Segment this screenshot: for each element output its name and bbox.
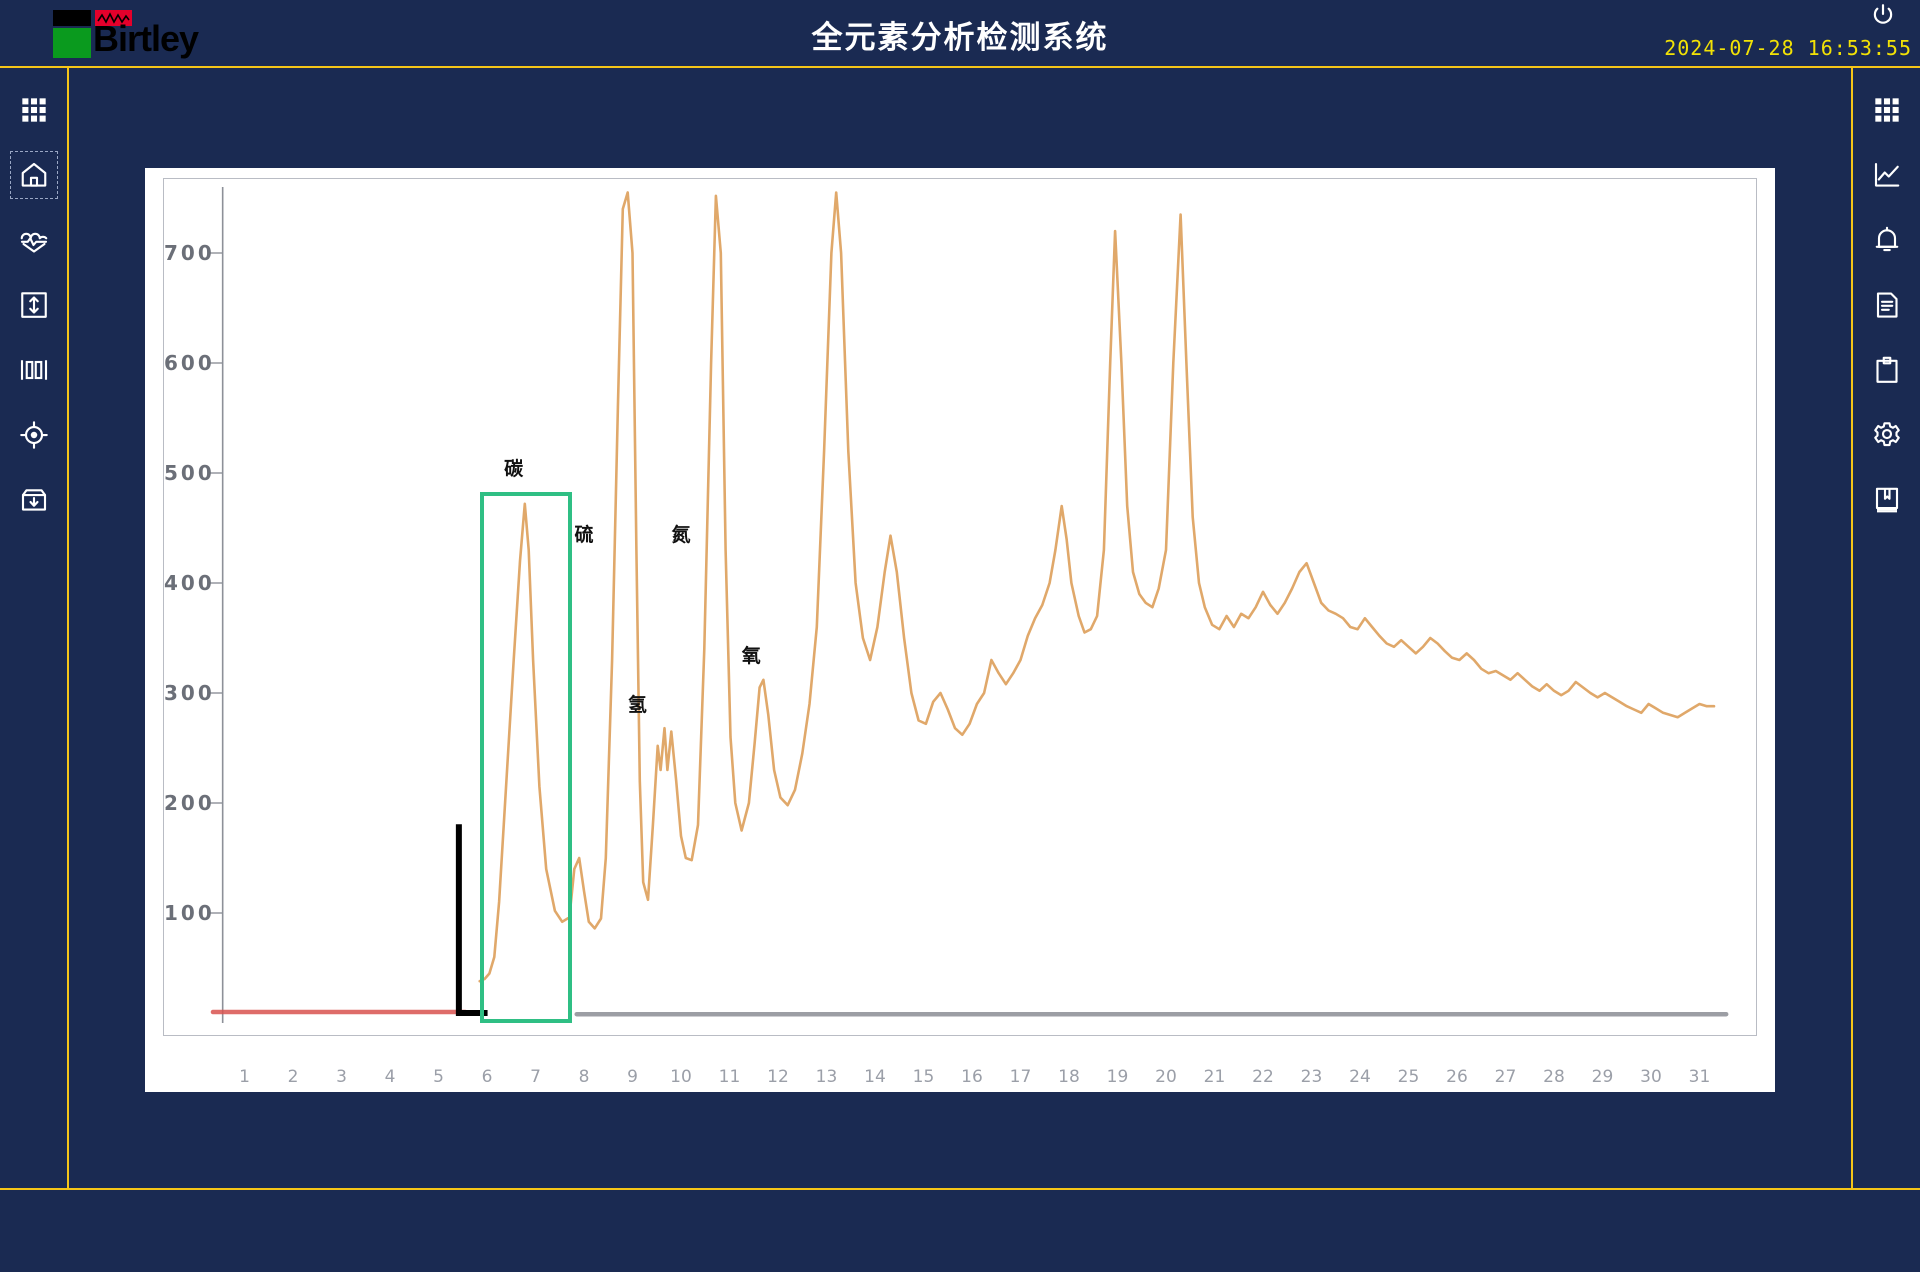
- y-axis-tick-label: 200: [164, 791, 215, 815]
- y-axis-tick-label: 300: [164, 681, 215, 705]
- plot-area[interactable]: 100 200 300 400 500 600 700 1 2 3 4 5 6 7 8 9 10 11 12 13 14…: [164, 179, 1756, 1087]
- app-header: Birtley 全元素分析检测系统 2024-07-28 16:53:55: [0, 0, 1920, 68]
- sidebar-item-archive[interactable]: [10, 476, 58, 524]
- clipboard-icon: [1872, 355, 1902, 385]
- bell-icon: [1872, 225, 1902, 255]
- x-axis-tick-label: 25: [1397, 1067, 1420, 1087]
- plot-frame[interactable]: 100 200 300 400 500 600 700 1 2 3 4 5 6 7 8 9 10 11 12 13 14…: [163, 178, 1757, 1087]
- x-axis-tick-label: 6: [481, 1067, 493, 1087]
- sidebar-item-trend[interactable]: [1863, 151, 1911, 199]
- sidebar-item-spectrum[interactable]: [10, 346, 58, 394]
- sidebar-item-manual[interactable]: [1863, 476, 1911, 524]
- logo-black-square: [53, 10, 91, 26]
- sidebar-item-monitor[interactable]: [10, 216, 58, 264]
- sidebar-item-alarm[interactable]: [1863, 216, 1911, 264]
- line-chart-icon: [1872, 160, 1902, 190]
- x-axis-tick-label: 29: [1591, 1067, 1614, 1087]
- bar-columns-icon: [19, 355, 49, 385]
- x-axis-tick-label: 21: [1203, 1067, 1226, 1087]
- peak-annotation-sulfur: 硫: [574, 523, 594, 546]
- x-axis-tick-label: 14: [864, 1067, 886, 1087]
- logo-red-waveform-square: [95, 10, 132, 26]
- pulse-heartbeat-icon: [19, 225, 49, 255]
- logo-green-square: [53, 28, 91, 58]
- power-icon[interactable]: [1870, 2, 1896, 28]
- x-axis-tick-label: 4: [384, 1067, 396, 1087]
- peak-annotation-nitrogen: 氮: [671, 523, 691, 546]
- left-sidebar: [0, 68, 67, 1188]
- x-axis-tick-label: 17: [1009, 1067, 1032, 1087]
- frame-line-left: [67, 66, 69, 1190]
- x-axis-tick-label: 9: [627, 1067, 638, 1087]
- sidebar-item-home[interactable]: [9, 151, 58, 199]
- x-axis-tick-label: 22: [1252, 1067, 1274, 1087]
- logo-wordmark: Birtley: [93, 18, 199, 59]
- sidebar-item-apps[interactable]: [10, 86, 58, 134]
- home-icon: [19, 160, 49, 190]
- x-axis-tick-label: 11: [718, 1067, 741, 1087]
- y-axis-tick-label: 600: [164, 351, 215, 375]
- document-icon: [1872, 290, 1902, 320]
- x-axis-tick-label: 26: [1446, 1067, 1468, 1087]
- x-axis-tick-label: 10: [670, 1067, 692, 1087]
- peak-annotation-hydrogen: 氢: [627, 694, 647, 716]
- sidebar-item-document[interactable]: [1863, 281, 1911, 329]
- x-axis-tick-label: 20: [1155, 1067, 1177, 1087]
- x-axis-tick-label: 28: [1543, 1067, 1565, 1087]
- sidebar-item-locate[interactable]: [10, 411, 58, 459]
- sidebar-item-calibrate[interactable]: [10, 281, 58, 329]
- x-axis-tick-label: 16: [961, 1067, 983, 1087]
- book-bookmark-icon: [1872, 485, 1902, 515]
- x-axis-tick-label: 13: [815, 1067, 838, 1087]
- peak-annotation-oxygen: 氧: [741, 644, 761, 667]
- x-axis-tick-label: 15: [912, 1067, 935, 1087]
- frame-line-top: [0, 66, 1920, 68]
- x-axis-tick-label: 31: [1688, 1067, 1711, 1087]
- x-axis-tick-label: 12: [767, 1067, 789, 1087]
- x-axis-tick-label: 5: [433, 1067, 444, 1087]
- y-axis-tick-label: 500: [164, 461, 215, 485]
- y-axis-tick-label: 400: [164, 571, 215, 595]
- peak-annotation-carbon: 碳: [504, 457, 524, 480]
- chart-panel: 100 200 300 400 500 600 700 1 2 3 4 5 6 7 8 9 10 11 12 13 14…: [145, 168, 1775, 1092]
- sidebar-item-settings[interactable]: [1863, 411, 1911, 459]
- archive-download-icon: [19, 485, 49, 515]
- x-axis-tick-label: 19: [1106, 1067, 1129, 1087]
- target-crosshair-icon: [19, 420, 49, 450]
- x-axis-tick-label: 7: [530, 1067, 541, 1087]
- page-title: 全元素分析检测系统: [811, 19, 1109, 56]
- frame-line-bottom: [0, 1188, 1920, 1190]
- x-axis-tick-label: 23: [1300, 1067, 1323, 1087]
- right-sidebar: [1853, 68, 1920, 1188]
- gear-icon: [1872, 420, 1902, 450]
- grid-apps-icon: [20, 96, 48, 124]
- x-axis-tick-label: 8: [578, 1067, 590, 1087]
- x-axis-tick-label: 18: [1058, 1067, 1080, 1087]
- frame-line-right: [1851, 66, 1853, 1190]
- x-axis-tick-label: 27: [1494, 1067, 1517, 1087]
- x-axis-tick-label: 2: [287, 1067, 299, 1087]
- x-axis-tick-label: 1: [239, 1067, 250, 1087]
- birtley-logo: Birtley: [20, 6, 199, 58]
- grid-apps-icon: [1873, 96, 1901, 124]
- x-axis-tick-label: 30: [1640, 1067, 1662, 1087]
- spectrum-trace: [210, 187, 1729, 1023]
- y-axis-tick-label: 700: [164, 241, 215, 265]
- sidebar-item-panel[interactable]: [1863, 86, 1911, 134]
- datetime-clock: 2024-07-28 16:53:55: [1664, 36, 1912, 60]
- vertical-resize-icon: [19, 290, 49, 320]
- x-axis-tick-label: 24: [1349, 1067, 1371, 1087]
- sidebar-item-records[interactable]: [1863, 346, 1911, 394]
- y-axis-tick-label: 100: [164, 901, 215, 925]
- x-axis-tick-label: 3: [336, 1067, 347, 1087]
